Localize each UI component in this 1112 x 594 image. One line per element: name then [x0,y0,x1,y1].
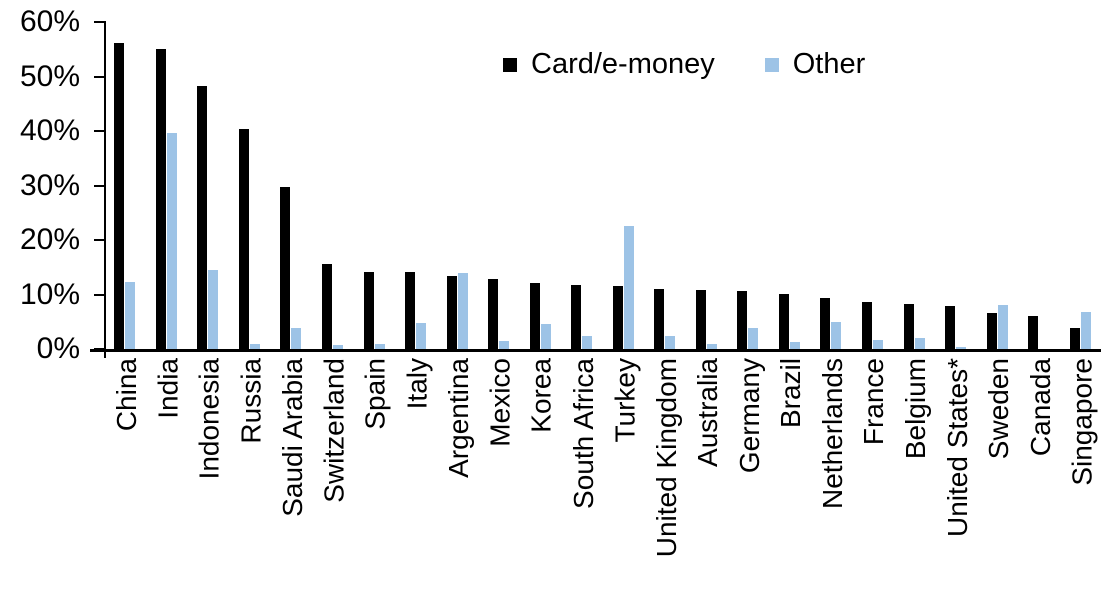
bar-card-e-money-netherlands [820,298,831,349]
x-axis-label-germany: Germany [733,358,765,474]
y-axis-tick-mark [94,130,106,132]
x-axis-label-netherlands: Netherlands [816,358,848,509]
bar-other-argentina [457,273,468,349]
x-axis-label-italy: Italy [401,358,433,410]
x-axis-label-united-kingdom: United Kingdom [650,358,682,558]
bar-card-e-money-china [114,43,125,349]
bar-other-france [873,340,884,349]
legend-swatch-card-e-money [503,57,517,72]
bar-other-indonesia [208,270,219,349]
chart-legend: Card/e-money Other [503,48,865,81]
y-axis-line [104,21,106,349]
bar-card-e-money-france [862,302,873,349]
bar-card-e-money-canada [1028,316,1039,349]
x-axis-label-indonesia: Indonesia [193,358,225,480]
bar-card-e-money-united-states [945,306,956,349]
x-axis-label-korea: Korea [526,358,558,433]
x-axis-label-switzerland: Switzerland [318,358,350,503]
y-axis-tick-mark [94,293,106,296]
x-axis-label-spain: Spain [360,358,392,430]
x-axis-label-south-africa: South Africa [567,358,599,509]
x-axis-label-argentina: Argentina [443,358,475,478]
y-axis-tick-mark [94,184,106,187]
bar-card-e-money-spain [363,272,374,349]
bar-other-singapore [1080,312,1091,349]
x-axis-label-belgium: Belgium [900,358,932,460]
bar-card-e-money-germany [737,291,748,349]
bar-other-south-africa [582,336,593,349]
y-axis-tick-label-0: 0% [36,332,80,365]
y-axis-tick-label-10: 10% [19,277,80,311]
y-axis-tick-mark [94,239,106,241]
bar-other-russia [249,344,260,349]
x-axis-label-united-states: United States* [941,358,973,537]
bar-card-e-money-korea [529,283,540,349]
bar-card-e-money-sweden [986,313,997,349]
x-axis-label-russia: Russia [235,358,267,444]
y-axis-tick-label-50: 50% [19,59,80,93]
bar-card-e-money-belgium [903,304,914,349]
bar-other-spain [374,344,385,349]
x-axis-label-china: China [110,358,142,432]
y-axis-tick-mark [94,21,106,23]
y-axis-tick-label-40: 40% [19,114,80,147]
bar-card-e-money-switzerland [321,264,332,349]
bar-card-e-money-turkey [612,286,623,349]
bar-card-e-money-singapore [1069,328,1080,349]
x-axis-label-brazil: Brazil [775,358,807,429]
bar-card-e-money-brazil [778,294,789,349]
legend-label-other: Other [792,48,866,80]
bar-card-e-money-united-kingdom [654,289,665,349]
x-axis-label-australia: Australia [692,358,724,467]
bar-other-saudi-arabia [291,328,302,349]
bar-card-e-money-saudi-arabia [280,187,291,349]
x-axis-line [90,349,1101,352]
x-axis-label-india: India [152,358,184,419]
bar-other-turkey [623,226,634,349]
bar-other-australia [706,344,717,349]
bar-other-india [166,133,177,349]
bar-card-e-money-india [155,49,166,349]
bar-other-italy [416,323,427,349]
bar-card-e-money-italy [405,272,416,349]
bar-other-netherlands [831,322,842,349]
bar-other-korea [540,324,551,349]
bar-other-brazil [789,342,800,349]
x-axis-label-turkey: Turkey [609,358,641,443]
bar-card-e-money-argentina [446,276,457,349]
x-axis-label-sweden: Sweden [983,358,1015,460]
x-axis-label-singapore: Singapore [1066,358,1098,486]
y-axis-tick-label-30: 30% [19,168,80,202]
y-axis-tick-label-20: 20% [19,223,80,256]
bar-other-china [125,282,136,349]
x-axis-label-france: France [858,358,890,446]
bar-other-sweden [997,305,1008,349]
bar-card-e-money-indonesia [197,86,208,349]
x-axis-end-tick [104,352,106,358]
bar-card-e-money-australia [695,290,706,349]
bar-other-belgium [914,338,925,349]
legend-swatch-other [764,57,779,72]
bar-other-united-states [956,347,967,349]
bar-card-e-money-russia [238,129,249,349]
x-axis-label-saudi-arabia: Saudi Arabia [276,358,308,517]
bar-card-e-money-south-africa [571,285,582,349]
y-axis-tick-mark [94,75,106,78]
bar-card-e-money-mexico [488,279,499,349]
bar-other-germany [748,328,759,349]
bar-other-mexico [499,341,510,349]
x-axis-label-canada: Canada [1024,358,1056,457]
bar-other-switzerland [332,345,343,349]
bar-other-united-kingdom [665,336,676,349]
x-axis-label-mexico: Mexico [484,358,516,447]
legend-label-card-e-money: Card/e-money [531,48,715,80]
y-axis-tick-label-60: 60% [19,5,80,38]
